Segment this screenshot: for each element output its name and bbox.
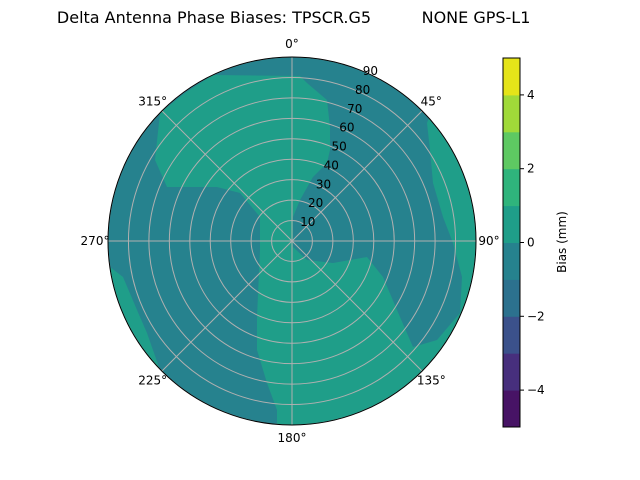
theta-tick-label: 45° xyxy=(421,95,442,109)
theta-tick-label: 180° xyxy=(278,431,307,445)
theta-tick-label: 225° xyxy=(138,373,167,387)
colorbar-band xyxy=(503,131,520,170)
r-tick-label: 90 xyxy=(363,64,378,78)
theta-gridline xyxy=(291,110,423,242)
r-tick-label: 30 xyxy=(316,177,331,191)
theta-tick-label: 0° xyxy=(285,37,299,51)
theta-tick-label: 270° xyxy=(81,234,110,248)
colorbar-tick-label: −4 xyxy=(527,383,545,397)
r-tick-label: 60 xyxy=(339,121,354,135)
colorbar-band xyxy=(503,390,520,428)
theta-tick-label: 135° xyxy=(417,373,446,387)
colorbar-label: Bias (mm) xyxy=(555,211,569,273)
r-tick-label: 50 xyxy=(331,140,346,154)
theta-gridline xyxy=(161,240,293,372)
colorbar-band xyxy=(503,205,520,243)
colorbar-tick-label: 4 xyxy=(527,88,535,102)
colorbar-tick-label: 2 xyxy=(527,162,535,176)
r-tick-label: 10 xyxy=(300,215,315,229)
chart-subtitle: NONE GPS-L1 xyxy=(422,8,531,27)
r-tick-label: 70 xyxy=(347,102,362,116)
chart-title: Delta Antenna Phase Biases: TPSCR.G5 xyxy=(57,8,371,27)
theta-tick-label: 90° xyxy=(478,234,499,248)
contour-plot-area xyxy=(108,57,476,425)
colorbar-band xyxy=(503,279,520,317)
theta-gridline xyxy=(291,240,423,372)
colorbar-band xyxy=(503,353,520,391)
colorbar-band xyxy=(503,316,520,354)
colorbar-band xyxy=(503,242,520,280)
colorbar-tick-label: −2 xyxy=(527,309,545,323)
colorbar-band xyxy=(503,168,520,207)
colorbar-tick-label: 0 xyxy=(527,236,535,250)
r-tick-label: 80 xyxy=(355,83,370,97)
contour-region-0-to-1-main xyxy=(155,75,476,425)
r-tick-label: 20 xyxy=(308,196,323,210)
colorbar-band xyxy=(503,58,520,96)
polar-frame xyxy=(107,56,477,426)
r-tick-label: 40 xyxy=(324,158,339,172)
theta-gridline xyxy=(161,110,293,242)
colorbar-band xyxy=(503,94,520,133)
theta-tick-label: 315° xyxy=(138,95,167,109)
